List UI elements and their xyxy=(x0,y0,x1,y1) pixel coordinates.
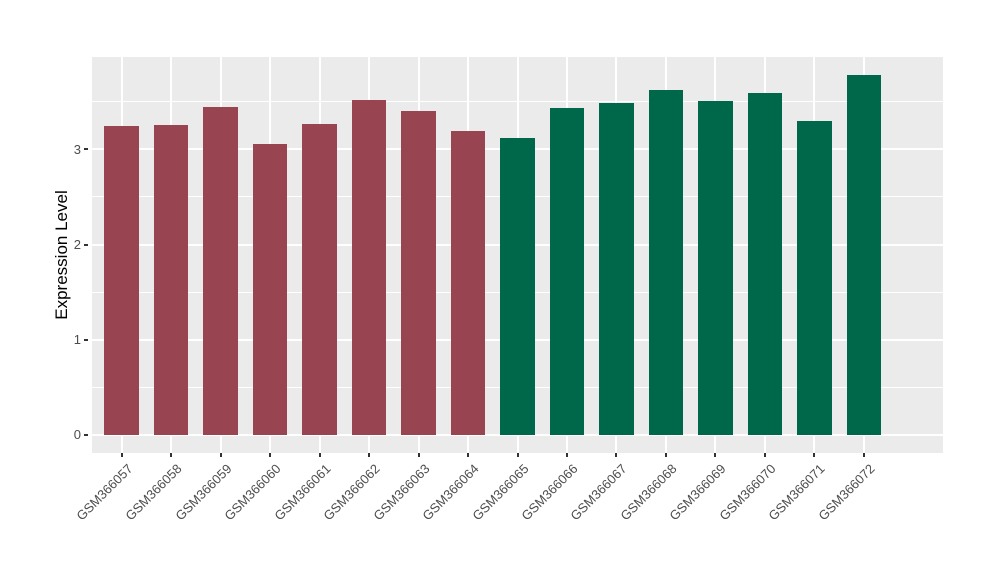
bar-GSM366069 xyxy=(698,100,733,435)
bar-GSM366070 xyxy=(747,93,783,435)
x-tick-mark xyxy=(516,453,519,457)
x-tick-label: GSM366062 xyxy=(320,461,383,524)
x-tick-mark xyxy=(615,453,618,457)
y-tick-mark xyxy=(84,338,88,341)
bar-GSM366068 xyxy=(648,90,684,435)
x-tick-mark xyxy=(664,453,667,457)
x-tick-mark xyxy=(714,453,717,457)
y-tick-label: 0 xyxy=(73,427,81,443)
bar-GSM366063 xyxy=(401,111,436,435)
x-tick-label: GSM366064 xyxy=(419,461,482,524)
bar-GSM366066 xyxy=(549,108,585,435)
x-tick-label: GSM366058 xyxy=(122,461,185,524)
x-tick-mark xyxy=(417,453,420,457)
x-tick-mark xyxy=(219,453,222,457)
bar-GSM366061 xyxy=(302,123,337,435)
bar-GSM366067 xyxy=(599,102,634,435)
x-tick-mark xyxy=(467,453,470,457)
y-tick-mark xyxy=(84,243,88,246)
x-tick-mark xyxy=(170,453,173,457)
bar-GSM366059 xyxy=(203,106,238,435)
x-tick-mark xyxy=(813,453,816,457)
bar-GSM366058 xyxy=(153,124,189,435)
x-tick-mark xyxy=(368,453,371,457)
y-tick-mark xyxy=(84,433,88,436)
x-tick-mark xyxy=(120,453,123,457)
plot-panel xyxy=(92,57,943,453)
bar-GSM366065 xyxy=(500,137,535,435)
x-tick-mark xyxy=(763,453,766,457)
y-tick-label: 1 xyxy=(73,332,81,348)
bar-GSM366071 xyxy=(797,120,832,435)
x-tick-label: GSM366060 xyxy=(221,461,284,524)
x-tick-mark xyxy=(269,453,272,457)
x-tick-label: GSM366057 xyxy=(73,461,136,524)
x-tick-mark xyxy=(565,453,568,457)
y-axis-title: Expression Level xyxy=(52,190,71,320)
bar-GSM366064 xyxy=(450,131,486,435)
x-tick-label: GSM366066 xyxy=(518,461,581,524)
x-tick-mark xyxy=(862,453,865,457)
bar-GSM366060 xyxy=(252,143,288,435)
x-tick-mark xyxy=(318,453,321,457)
bar-GSM366062 xyxy=(351,99,387,435)
bar-GSM366072 xyxy=(846,75,882,435)
y-tick-label: 3 xyxy=(73,141,81,157)
y-tick-mark xyxy=(84,148,88,151)
bar-GSM366057 xyxy=(104,126,139,435)
y-tick-label: 2 xyxy=(73,237,81,253)
